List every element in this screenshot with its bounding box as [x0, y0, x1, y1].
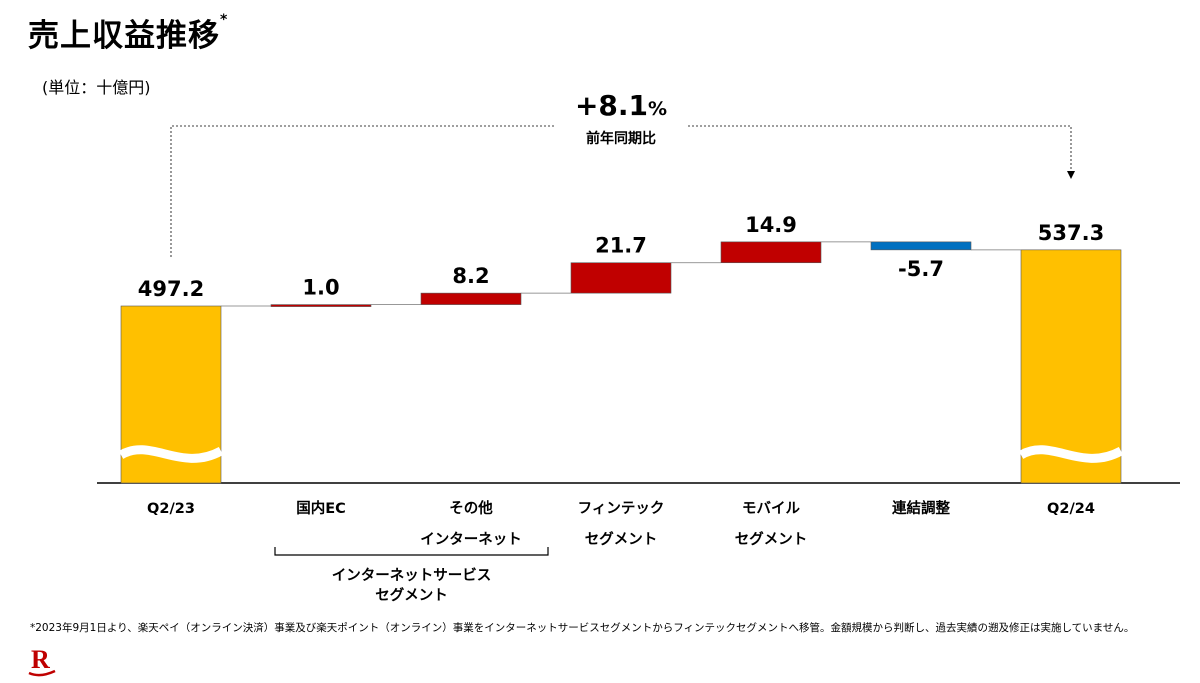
svg-text:R: R [31, 645, 50, 674]
category-label: その他 [449, 499, 493, 517]
category-label: 連結調整 [892, 499, 950, 517]
data-label: 497.2 [138, 277, 204, 301]
rakuten-logo-icon: R [28, 645, 56, 677]
waterfall-bar [1020, 249, 1122, 484]
axis-break-wave [1018, 445, 1124, 463]
group-label: セグメント [375, 586, 448, 604]
data-label: 14.9 [745, 213, 797, 237]
growth-arrow-icon [1067, 171, 1075, 179]
growth-bracket-right [688, 125, 1072, 172]
category-label: 国内EC [296, 499, 346, 517]
growth-label: 前年同期比 [586, 130, 656, 147]
waterfall-bar [270, 304, 372, 307]
waterfall-bar [570, 262, 672, 294]
category-label: フィンテック [578, 500, 665, 517]
unit-label: (単位：十億円) [42, 78, 151, 97]
data-label: 21.7 [595, 234, 647, 258]
group-label: インターネットサービス [332, 567, 492, 584]
axis-break-wave [118, 445, 224, 463]
data-label: 537.3 [1038, 221, 1104, 245]
category-label: Q2/23 [147, 501, 195, 517]
waterfall-bar [870, 241, 972, 251]
waterfall-bar [420, 292, 522, 305]
category-label: インターネット [420, 531, 522, 548]
footnote: *2023年9月1日より、楽天ペイ（オンライン決済）事業及び楽天ポイント（オンラ… [30, 622, 1135, 634]
category-label: Q2/24 [1047, 501, 1095, 517]
page-title: 売上収益推移* [28, 12, 229, 54]
waterfall-bar [720, 241, 822, 264]
category-label: セグメント [735, 530, 808, 548]
data-label: 1.0 [302, 276, 339, 300]
growth-value: +8.1% [575, 89, 667, 122]
group-bracket [274, 547, 549, 556]
data-label: -5.7 [898, 257, 944, 281]
growth-bracket-left [170, 125, 555, 257]
data-label: 8.2 [452, 264, 489, 288]
category-label: モバイル [742, 500, 800, 517]
category-label: セグメント [585, 530, 658, 548]
